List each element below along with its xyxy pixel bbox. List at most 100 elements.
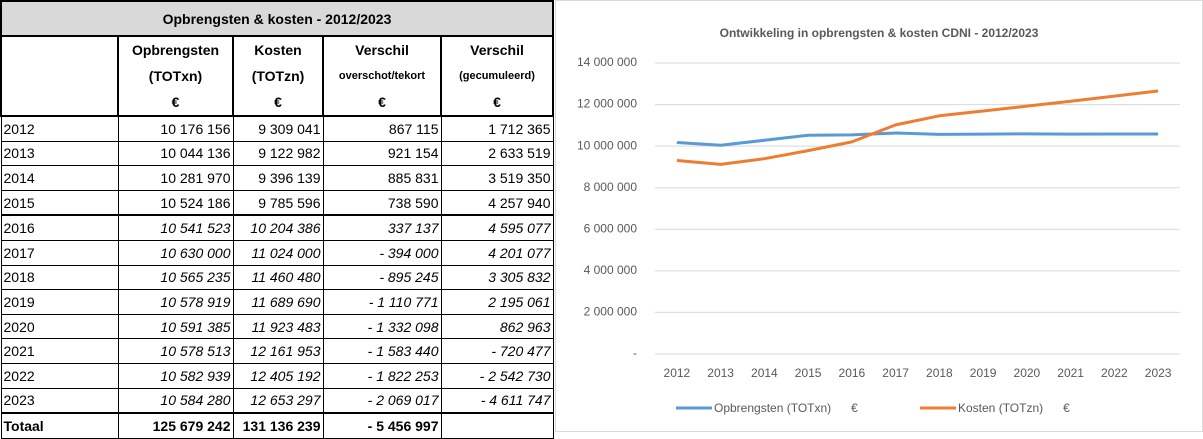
row-label: 2016 — [0, 214, 119, 241]
cell: 885 831 — [322, 165, 442, 191]
cell: - 2 542 730 — [440, 362, 554, 389]
y-tick-label: 14 000 000 — [577, 55, 637, 69]
cell: 4 201 077 — [440, 239, 554, 266]
series-line — [676, 89, 1159, 166]
column-header: € — [117, 89, 234, 117]
total-cell: 125 679 242 — [117, 412, 234, 439]
chart-frame — [555, 0, 1203, 432]
table-body: Opbrengsten & kosten - 2012/2023 Opbreng… — [0, 0, 554, 439]
column-header: (TOTxn) — [117, 63, 234, 89]
x-tick-label: 2015 — [795, 366, 822, 380]
row-label: 2017 — [0, 239, 119, 266]
header-row: Opbrengsten Kosten Verschil Verschil — [0, 35, 554, 63]
cell: 862 963 — [440, 313, 554, 340]
cell: 3 305 832 — [440, 264, 554, 291]
cell: 11 923 483 — [232, 313, 324, 340]
column-header: (gecumuleerd) — [440, 63, 554, 89]
data-row: 2016 10 541 523 10 204 386 337 137 4 595 077 — [0, 214, 554, 241]
total-cell: - 5 456 997 — [322, 412, 442, 439]
cell: 867 115 — [322, 115, 442, 142]
header-corner — [0, 89, 119, 117]
cell: 9 396 139 — [232, 165, 324, 191]
data-row: 2015 10 524 186 9 785 596 738 590 4 257 940 — [0, 189, 554, 216]
cell: - 4 611 747 — [440, 387, 554, 415]
cell: 738 590 — [322, 189, 442, 216]
cell: 10 582 939 — [117, 362, 234, 389]
cell: - 895 245 — [322, 264, 442, 291]
cell: 10 630 000 — [117, 239, 234, 266]
column-header: € — [232, 89, 324, 117]
total-label: Totaal — [0, 412, 119, 439]
chart: Ontwikkeling in opbrengsten & kosten CDN… — [555, 0, 1203, 432]
data-row: 2021 10 578 513 12 161 953- 1 583 440- 720… — [0, 338, 554, 364]
data-row: 2014 10 281 970 9 396 139 885 831 3 519 350 — [0, 165, 554, 191]
y-tick-label: - — [633, 346, 637, 360]
x-tick-label: 2022 — [1101, 366, 1128, 380]
cell: - 1 583 440 — [322, 338, 442, 364]
cell: 4 595 077 — [440, 214, 554, 241]
cell: 3 519 350 — [440, 165, 554, 191]
cell: 2 633 519 — [440, 140, 554, 167]
cell: - 2 069 017 — [322, 387, 442, 415]
cell: - 1 332 098 — [322, 313, 442, 340]
column-header: € — [322, 89, 442, 117]
header-row: (TOTxn) (TOTzn) overschot/tekort (gecumulee… — [0, 63, 554, 89]
cell: 9 309 041 — [232, 115, 324, 142]
row-label: 2020 — [0, 313, 119, 340]
x-tick-label: 2021 — [1057, 366, 1084, 380]
cell: 10 281 970 — [117, 165, 234, 191]
table-title: Opbrengsten & kosten - 2012/2023 — [0, 0, 554, 37]
y-tick-label: 4 000 000 — [584, 263, 638, 277]
cell: 10 176 156 — [117, 115, 234, 142]
data-row: 2023 10 584 280 12 653 297- 2 069 017- 4 6… — [0, 387, 554, 415]
cell: 11 024 000 — [232, 239, 324, 266]
x-tick-label: 2016 — [839, 366, 866, 380]
data-row: 2012 10 176 156 9 309 041 867 115 1 712 365 — [0, 115, 554, 142]
cell: 9 785 596 — [232, 189, 324, 216]
cell: 337 137 — [322, 214, 442, 241]
row-label: 2023 — [0, 387, 119, 415]
total-empty — [440, 412, 554, 439]
cell: 10 591 385 — [117, 313, 234, 340]
header-corner — [0, 36, 119, 63]
cell: - 1 110 771 — [322, 289, 442, 315]
cell: 10 044 136 — [117, 140, 234, 167]
row-label: 2019 — [0, 289, 119, 315]
x-tick-label: 2017 — [882, 366, 909, 380]
legend-label: Kosten (TOTzn) € — [958, 401, 1070, 415]
row-label: 2013 — [0, 140, 119, 167]
cell: 10 565 235 — [117, 264, 234, 291]
data-row: 2020 10 591 385 11 923 483- 1 332 098 862 9… — [0, 313, 554, 340]
x-tick-label: 2014 — [751, 366, 778, 380]
data-row: 2018 10 565 235 11 460 480- 895 245 3 305 8… — [0, 264, 554, 291]
cell: 9 122 982 — [232, 140, 324, 167]
chart-title: Ontwikkeling in opbrengsten & kosten CDN… — [720, 26, 1039, 40]
column-header: Kosten — [232, 35, 324, 63]
cell: - 720 477 — [440, 338, 554, 364]
cell: 10 584 280 — [117, 387, 234, 415]
column-header: Verschil — [440, 35, 554, 63]
cell: 11 689 690 — [232, 289, 324, 315]
cell: 10 524 186 — [117, 189, 234, 216]
cell: - 394 000 — [322, 239, 442, 266]
x-tick-label: 2020 — [1014, 366, 1041, 380]
y-tick-label: 12 000 000 — [577, 97, 637, 111]
column-header: (TOTzn) — [232, 63, 324, 89]
data-row: 2013 10 044 136 9 122 982 921 154 2 633 519 — [0, 140, 554, 167]
column-header: € — [440, 89, 554, 117]
data-row: 2017 10 630 000 11 024 000- 394 000 4 201 0… — [0, 239, 554, 266]
x-tick-label: 2012 — [664, 366, 691, 380]
cell: 921 154 — [322, 140, 442, 167]
header-corner — [0, 63, 119, 89]
x-tick-label: 2019 — [970, 366, 997, 380]
cell: 1 712 365 — [440, 115, 554, 142]
row-label: 2015 — [0, 189, 119, 216]
row-label: 2021 — [0, 338, 119, 364]
y-tick-label: 8 000 000 — [584, 180, 638, 194]
cell: 12 653 297 — [232, 387, 324, 415]
cell: 10 578 919 — [117, 289, 234, 315]
legend-label: Opbrengsten (TOTxn) € — [714, 401, 858, 415]
data-row: 2022 10 582 939 12 405 192- 1 822 253- 2 5… — [0, 362, 554, 389]
data-table: Opbrengsten & kosten - 2012/2023 Opbreng… — [0, 0, 554, 439]
